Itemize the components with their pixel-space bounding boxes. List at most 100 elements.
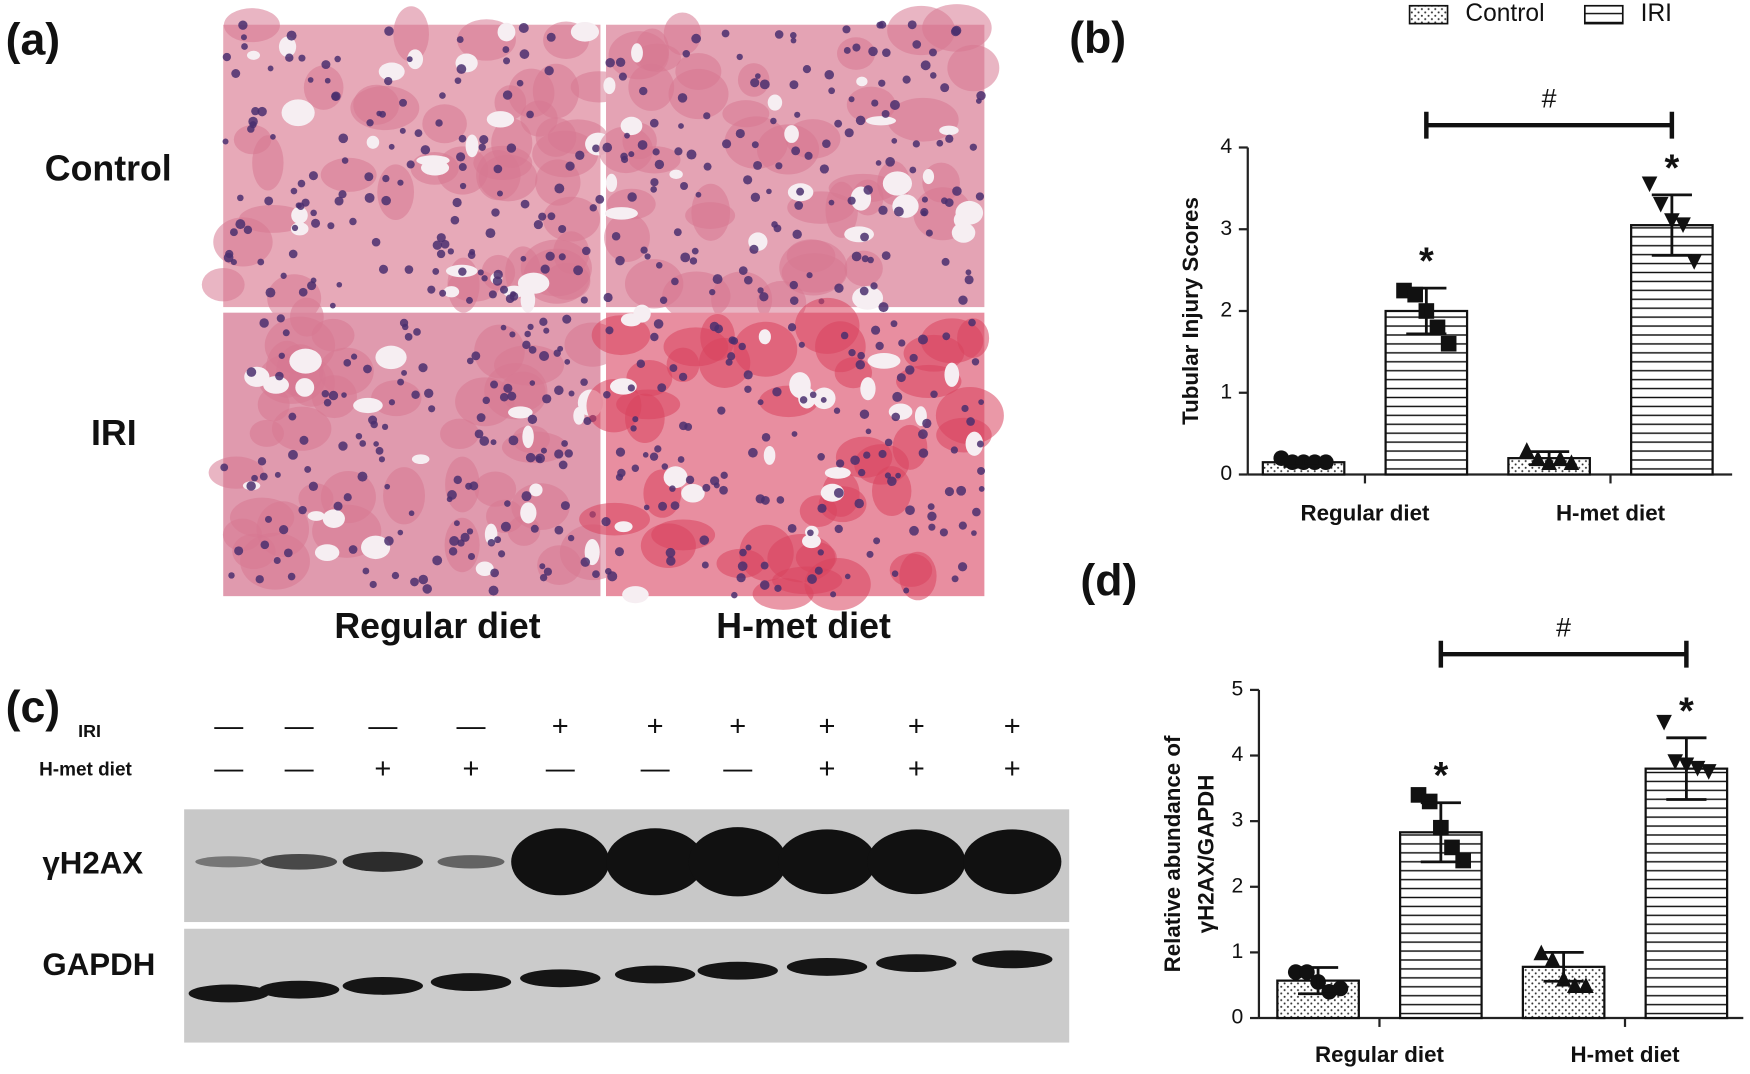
data-point: [1440, 335, 1457, 352]
nucleus: [282, 329, 290, 337]
nucleus: [348, 545, 358, 554]
nucleus: [447, 248, 454, 255]
nucleus: [965, 269, 972, 276]
nucleus: [456, 36, 464, 44]
nucleus: [544, 66, 554, 76]
lumen: [663, 466, 688, 489]
nucleus: [458, 163, 467, 172]
lumen: [965, 431, 984, 456]
nucleus: [401, 323, 409, 331]
nucleus: [378, 264, 389, 274]
nucleus: [359, 440, 367, 447]
sign: —: [368, 711, 397, 743]
nucleus: [270, 134, 276, 140]
nucleus: [533, 220, 543, 230]
nucleus: [562, 314, 572, 324]
nucleus: [420, 145, 431, 155]
nucleus: [573, 265, 584, 276]
nucleus: [554, 183, 565, 194]
band: [972, 950, 1053, 969]
row-label: IRI: [78, 721, 101, 741]
nucleus: [750, 78, 760, 88]
tubule: [371, 380, 422, 417]
nucleus: [674, 147, 683, 156]
nucleus: [682, 49, 691, 58]
nucleus: [467, 251, 476, 259]
error-bar: [1297, 966, 1339, 996]
data-point: [1444, 839, 1460, 856]
nucleus: [492, 276, 503, 286]
lumen: [289, 348, 322, 374]
nucleus: [847, 196, 856, 205]
nucleus: [848, 96, 855, 103]
sign: +: [819, 711, 836, 743]
nucleus: [553, 349, 561, 357]
nucleus: [669, 485, 676, 492]
nucleus: [833, 487, 844, 498]
lumen: [620, 116, 643, 136]
nucleus: [631, 464, 640, 472]
lumen: [263, 376, 289, 394]
nucleus: [643, 504, 650, 511]
nucleus: [721, 139, 732, 149]
nucleus: [605, 58, 615, 68]
nucleus: [436, 233, 446, 243]
nucleus: [478, 143, 486, 151]
lumen: [520, 502, 537, 524]
nucleus: [603, 390, 611, 399]
nucleus: [689, 257, 698, 265]
nucleus: [759, 79, 770, 90]
nucleus: [388, 399, 396, 406]
nucleus: [299, 435, 309, 445]
band: [342, 976, 423, 995]
band: [437, 855, 505, 869]
nucleus: [661, 463, 669, 470]
nucleus: [527, 323, 534, 330]
nucleus: [755, 494, 765, 504]
nucleus: [882, 48, 891, 57]
nucleus: [378, 456, 386, 463]
nucleus: [859, 409, 870, 419]
nucleus: [432, 555, 443, 566]
nucleus: [418, 363, 428, 373]
nucleus: [404, 333, 413, 341]
nucleus: [791, 431, 798, 437]
nucleus: [369, 580, 377, 589]
band: [342, 851, 423, 872]
nucleus: [237, 194, 244, 202]
band: [777, 829, 877, 895]
nucleus: [349, 217, 357, 226]
nucleus: [952, 186, 962, 196]
nucleus: [539, 350, 550, 361]
nucleus: [238, 20, 248, 30]
nucleus: [466, 528, 474, 535]
lumen: [517, 272, 550, 294]
nucleus: [503, 57, 511, 65]
nucleus: [684, 423, 693, 431]
nucleus: [364, 172, 374, 182]
nucleus: [283, 548, 293, 558]
nucleus: [482, 396, 491, 405]
y-tick-label: 0: [1220, 462, 1232, 485]
nucleus: [247, 125, 255, 133]
lumen: [475, 561, 494, 576]
data-point: [1656, 714, 1672, 731]
nucleus: [852, 43, 861, 52]
nucleus: [961, 404, 969, 413]
band: [188, 984, 269, 1003]
nucleus: [757, 399, 764, 406]
nucleus: [844, 573, 851, 580]
nucleus: [338, 441, 348, 451]
nucleus: [702, 483, 711, 492]
lumen: [784, 125, 799, 143]
nucleus: [881, 109, 890, 118]
nucleus: [922, 418, 932, 429]
nucleus: [639, 86, 648, 96]
nucleus: [446, 496, 453, 503]
nucleus: [539, 563, 546, 570]
nucleus: [568, 390, 575, 397]
nucleus: [525, 452, 536, 463]
lumen: [922, 169, 935, 185]
lumen: [614, 521, 633, 533]
data-point: [1641, 176, 1658, 193]
